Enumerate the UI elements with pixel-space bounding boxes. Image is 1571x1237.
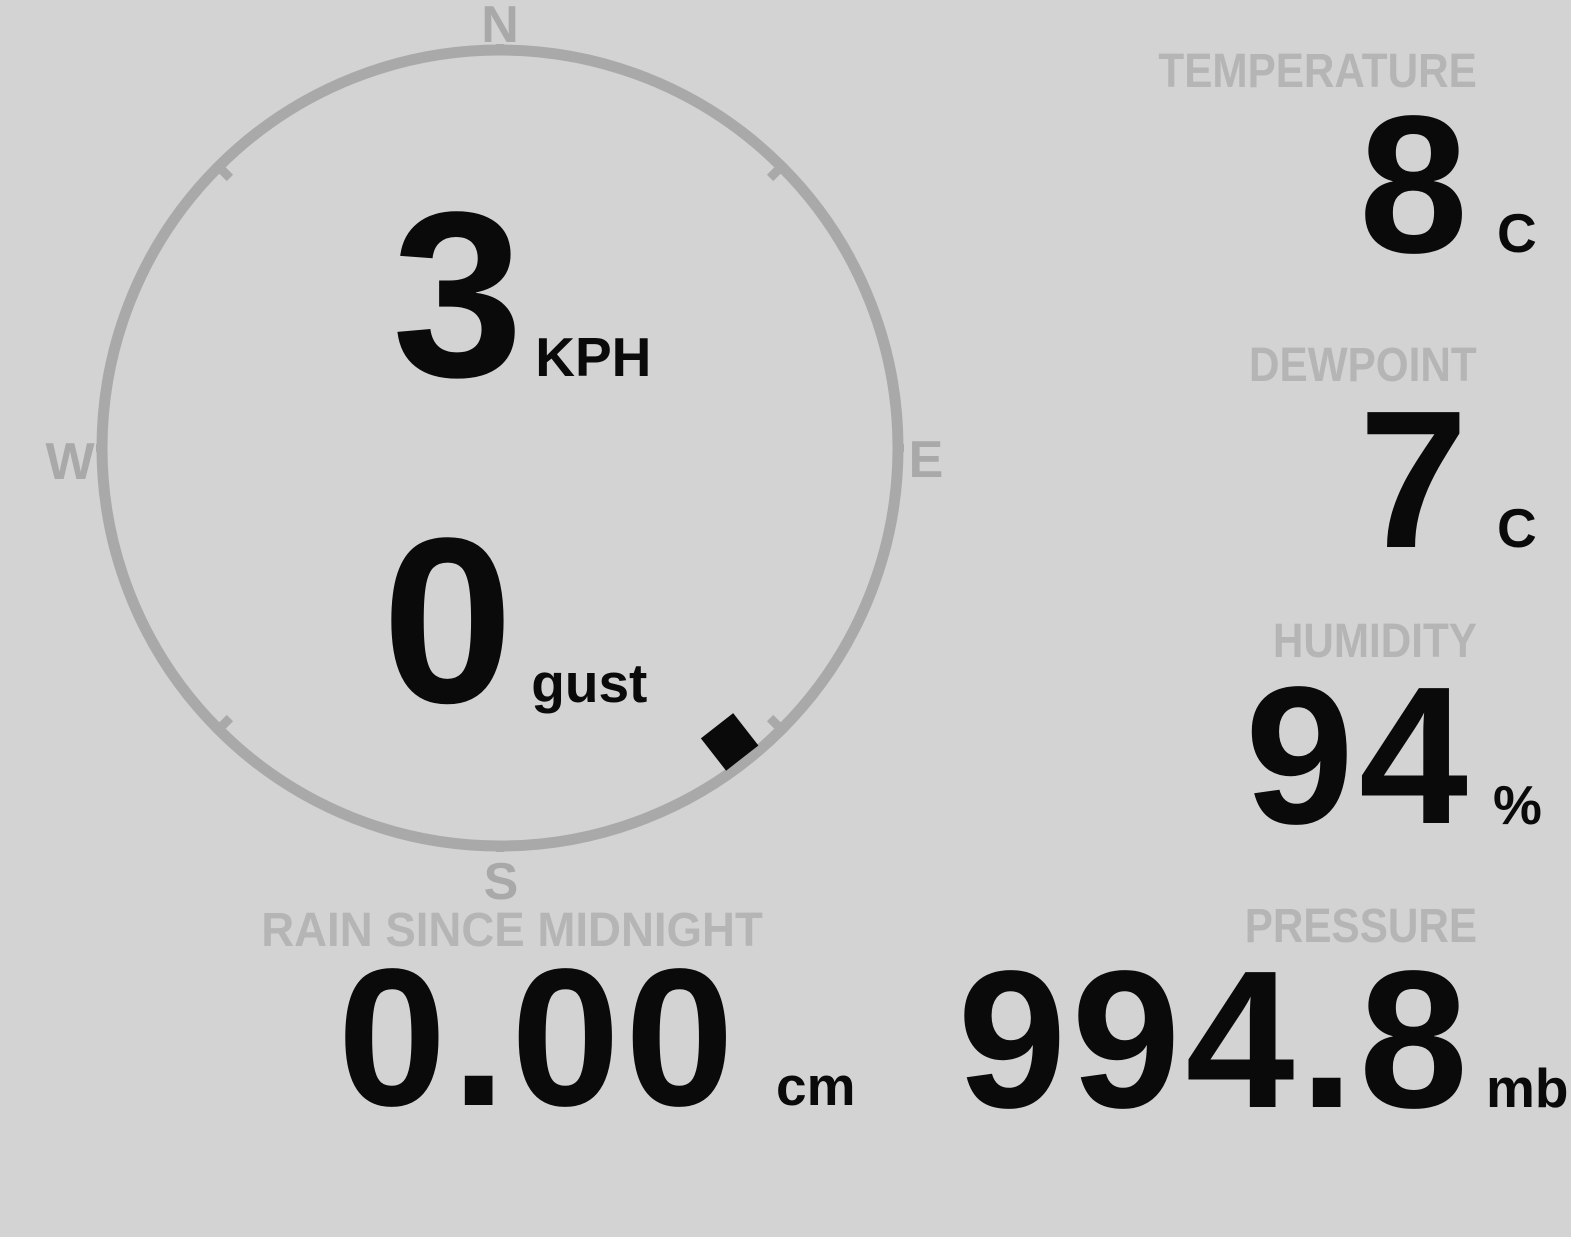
humidity-unit: % (1493, 774, 1542, 836)
compass-intercardinal-ticks (214, 162, 786, 734)
wind-speed-unit: KPH (535, 326, 652, 388)
compass-east-label: E (908, 431, 944, 489)
pressure-unit: mb (1486, 1057, 1569, 1119)
compass-cardinal-ticks (96, 44, 904, 852)
rain-unit: cm (776, 1055, 856, 1117)
temperature-unit: C (1497, 202, 1537, 264)
wind-speed-row: 3 KPH (392, 177, 651, 413)
dewpoint-unit: C (1497, 497, 1537, 559)
temperature-value: 8 (1358, 75, 1473, 294)
compass-west-label: W (45, 433, 95, 491)
pressure-value: 994.8 (957, 930, 1473, 1149)
wind-speed-value: 3 (392, 163, 524, 427)
rain-value: 0.00 (337, 928, 739, 1147)
wind-compass (96, 44, 904, 852)
humidity-label: HUMIDITY (1272, 615, 1477, 668)
wind-gust-unit: gust (531, 652, 648, 714)
wind-direction-marker-icon (700, 713, 759, 771)
temperature-label: TEMPERATURE (1158, 45, 1477, 98)
dewpoint-value: 7 (1358, 370, 1473, 589)
humidity-value: 94 (1244, 646, 1473, 865)
compass-north-label: N (481, 0, 519, 54)
pressure-label: PRESSURE (1244, 900, 1477, 953)
rain-label: RAIN SINCE MIDNIGHT (261, 904, 763, 957)
compass-south-label: S (483, 853, 519, 911)
wind-gust-value: 0 (382, 489, 514, 753)
wind-gust-row: 0 gust (382, 503, 647, 739)
dewpoint-label: DEWPOINT (1249, 339, 1477, 392)
